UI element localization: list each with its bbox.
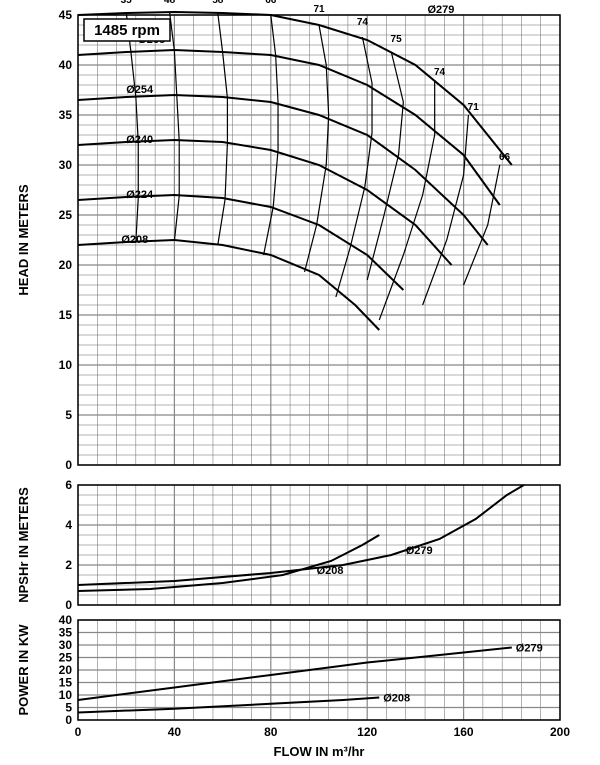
- efficiency-label: 58: [212, 0, 224, 6]
- power-ytick: 20: [59, 663, 73, 677]
- power-axis-label: POWER IN KW: [16, 624, 31, 716]
- impeller-label: Ø240: [126, 134, 153, 146]
- rpm-label: 1485 rpm: [94, 22, 160, 39]
- power-ytick: 5: [65, 701, 72, 715]
- efficiency-label: 74: [357, 17, 369, 28]
- npsh-ytick: 6: [65, 478, 72, 492]
- x-tick: 160: [454, 725, 474, 739]
- efficiency-label: 66: [265, 0, 277, 6]
- power-ytick: 0: [65, 713, 72, 727]
- efficiency-label: 48: [164, 0, 176, 6]
- top-ytick: 15: [59, 308, 73, 322]
- x-axis-label: FLOW IN m³/hr: [274, 744, 365, 759]
- top-ytick: 25: [59, 208, 73, 222]
- power-curve-label: Ø279: [516, 643, 543, 655]
- top-ytick: 20: [59, 258, 73, 272]
- head-axis-label: HEAD IN METERS: [16, 184, 31, 296]
- impeller-label: Ø208: [121, 234, 148, 246]
- power-ytick: 30: [59, 638, 73, 652]
- power-curve: [78, 698, 379, 713]
- efficiency-label: 71: [313, 4, 325, 15]
- efficiency-label: 35: [121, 0, 133, 6]
- npsh-label: Ø208: [317, 565, 344, 577]
- pump-curve-chart: 051015202530354045HEAD IN METERS35485875…: [0, 0, 600, 765]
- top-ytick: 10: [59, 358, 73, 372]
- x-tick: 40: [168, 725, 182, 739]
- power-ytick: 15: [59, 676, 73, 690]
- top-ytick: 35: [59, 108, 73, 122]
- efficiency-curve: [367, 52, 403, 280]
- npsh-ytick: 2: [65, 558, 72, 572]
- efficiency-curve: [423, 115, 469, 305]
- top-ytick: 45: [59, 8, 73, 22]
- efficiency-curve: [218, 13, 228, 245]
- x-tick: 120: [357, 725, 377, 739]
- efficiency-label: 75: [391, 34, 403, 45]
- impeller-label: Ø254: [126, 84, 154, 96]
- impeller-head-curve: [78, 95, 488, 245]
- power-ytick: 35: [59, 626, 73, 640]
- x-tick: 200: [550, 725, 570, 739]
- npsh-ytick: 0: [65, 598, 72, 612]
- top-ytick: 40: [59, 58, 73, 72]
- efficiency-curve: [126, 12, 138, 242]
- x-tick: 0: [75, 725, 82, 739]
- power-curve: [78, 648, 512, 701]
- power-ytick: 10: [59, 688, 73, 702]
- impeller-label: Ø224: [126, 189, 154, 201]
- x-tick: 80: [264, 725, 278, 739]
- efficiency-label: 74: [434, 67, 446, 78]
- top-ytick: 5: [65, 408, 72, 422]
- power-curve-label: Ø208: [383, 693, 410, 705]
- impeller-label: Ø279: [427, 4, 454, 16]
- npsh-ytick: 4: [65, 518, 72, 532]
- npsh-label: Ø279: [406, 545, 433, 557]
- npsh-axis-label: NPSHr IN METERS: [16, 487, 31, 603]
- power-ytick: 40: [59, 613, 73, 627]
- top-ytick: 0: [65, 458, 72, 472]
- power-ytick: 25: [59, 651, 73, 665]
- efficiency-curve: [336, 37, 372, 297]
- top-ytick: 30: [59, 158, 73, 172]
